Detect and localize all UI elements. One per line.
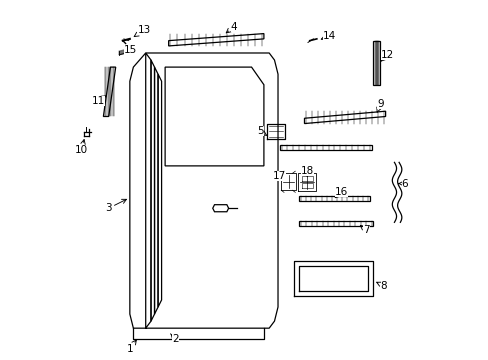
Text: 3: 3 (105, 199, 126, 213)
Text: 13: 13 (134, 25, 150, 37)
Text: 17: 17 (272, 171, 285, 181)
Text: 16: 16 (334, 187, 347, 198)
Text: 1: 1 (126, 340, 136, 354)
Text: 12: 12 (380, 50, 393, 62)
Text: 15: 15 (124, 45, 137, 55)
Text: 8: 8 (376, 281, 386, 291)
Text: 10: 10 (75, 140, 88, 155)
Text: 18: 18 (300, 166, 313, 176)
Text: 5: 5 (257, 126, 266, 136)
Text: 4: 4 (226, 22, 237, 33)
Text: 7: 7 (360, 225, 369, 235)
Text: 2: 2 (170, 334, 179, 345)
Text: 9: 9 (376, 99, 383, 112)
Text: 14: 14 (321, 31, 335, 41)
Text: 11: 11 (91, 96, 106, 105)
Polygon shape (119, 49, 126, 55)
Text: 6: 6 (398, 179, 407, 189)
